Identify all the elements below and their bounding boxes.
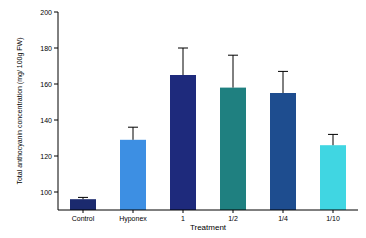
error-cap (128, 127, 138, 128)
y-tick (54, 120, 58, 121)
y-tick (54, 192, 58, 193)
x-tick-label: 1/4 (278, 215, 288, 222)
error-line (183, 48, 184, 75)
x-tick (83, 210, 84, 213)
error-line (333, 134, 334, 145)
x-tick-label: Hyponex (119, 215, 147, 223)
bar (320, 145, 346, 210)
y-tick (54, 48, 58, 49)
chart: 100 120 140 160 180 200 Control Hyponex 1 1/2 1/4 1… (0, 0, 366, 238)
bars (70, 48, 346, 210)
error-cap (328, 134, 338, 135)
error-cap (278, 71, 288, 72)
y-tick (54, 12, 58, 13)
error-bar (328, 134, 338, 145)
y-tick-label: 100 (40, 189, 52, 196)
y-tick-label: 140 (40, 117, 52, 124)
x-tick (283, 210, 284, 213)
y-tick-label: 180 (40, 45, 52, 52)
y-tick-label: 160 (40, 81, 52, 88)
x-axis-label: Treatment (190, 223, 227, 232)
error-bar (78, 197, 88, 199)
bar (270, 93, 296, 210)
x-tick (233, 210, 234, 213)
x-tick (333, 210, 334, 213)
error-cap (78, 197, 88, 198)
error-line (283, 71, 284, 93)
error-bar (228, 55, 238, 87)
bar (70, 199, 96, 210)
bar (170, 75, 196, 210)
y-tick-label: 120 (40, 153, 52, 160)
error-bar (128, 127, 138, 140)
y-tick (54, 156, 58, 157)
x-tick-label: 1/2 (228, 215, 238, 222)
y-axis-label: Total anthocyanin concentration (mg/ 100… (16, 37, 24, 184)
x-tick-label: Control (72, 215, 95, 222)
bar (220, 88, 246, 210)
error-line (233, 55, 234, 87)
y-axis (58, 12, 59, 210)
bar (120, 140, 146, 210)
error-cap (228, 55, 238, 56)
error-cap (178, 48, 188, 49)
y-tick (54, 84, 58, 85)
x-tick-label: 1 (181, 215, 185, 222)
error-bar (278, 71, 288, 93)
error-bar (178, 48, 188, 75)
y-tick-label: 200 (40, 9, 52, 16)
error-line (133, 127, 134, 140)
x-tick-label: 1/10 (326, 215, 340, 222)
x-tick (183, 210, 184, 213)
x-axis (58, 210, 358, 211)
x-tick (133, 210, 134, 213)
